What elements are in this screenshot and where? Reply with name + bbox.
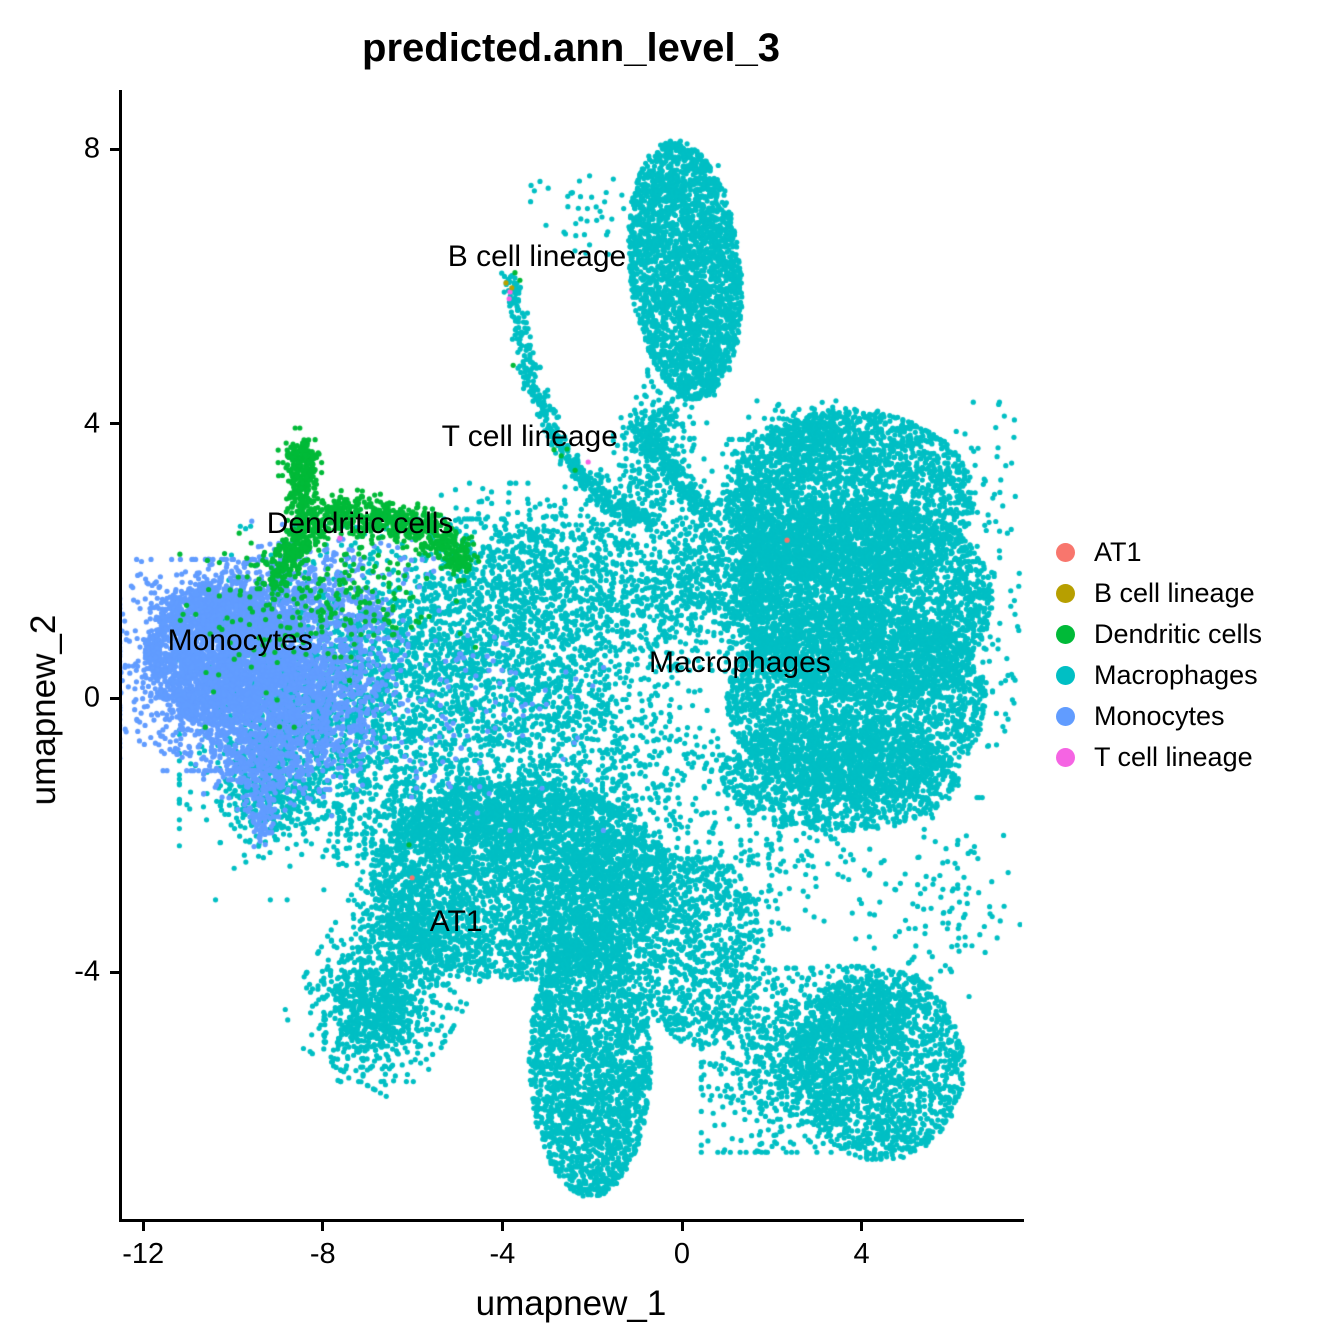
x-axis-line: [119, 1219, 1024, 1222]
x-tick: [500, 1222, 504, 1231]
legend-label: B cell lineage: [1094, 578, 1255, 608]
cluster-label-macrophages: Macrophages: [649, 646, 831, 679]
x-tick-label: -8: [309, 1238, 336, 1270]
legend-item: T cell lineage: [1056, 737, 1262, 778]
cluster-label-dendritic-cells: Dendritic cells: [266, 506, 454, 540]
legend-swatch-icon: [1056, 707, 1075, 726]
legend-label: Monocytes: [1094, 701, 1225, 731]
legend-swatch-icon: [1056, 748, 1075, 767]
x-tick-label: -4: [489, 1238, 516, 1270]
y-axis-label: umapnew_2: [24, 614, 63, 806]
y-tick: [110, 147, 119, 151]
x-tick-label: -12: [122, 1238, 165, 1270]
x-tick-label: 0: [673, 1238, 691, 1270]
y-tick-label: 4: [83, 407, 100, 440]
legend-label: AT1: [1094, 537, 1142, 567]
legend-label: Macrophages: [1094, 660, 1258, 690]
y-tick: [110, 970, 119, 974]
legend: AT1 B cell lineage Dendritic cells Macropha…: [1056, 532, 1262, 778]
y-tick: [110, 422, 119, 426]
cluster-label-monocytes: Monocytes: [167, 624, 313, 658]
legend-label: T cell lineage: [1094, 742, 1253, 772]
cluster-label-at1: AT1: [429, 905, 483, 939]
y-tick-label: -4: [74, 955, 100, 988]
legend-item: Macrophages: [1056, 655, 1262, 696]
x-tick: [141, 1222, 145, 1231]
x-tick: [860, 1222, 864, 1231]
legend-swatch-icon: [1056, 543, 1075, 562]
legend-item: AT1: [1056, 532, 1262, 573]
legend-item: Dendritic cells: [1056, 614, 1262, 655]
legend-item: Monocytes: [1056, 696, 1262, 737]
cluster-label-t-cell-lineage: T cell lineage: [441, 420, 618, 454]
x-tick: [321, 1222, 325, 1231]
legend-label: Dendritic cells: [1094, 619, 1263, 649]
y-tick: [110, 696, 119, 700]
x-axis-label: umapnew_1: [475, 1284, 667, 1323]
y-axis-line: [119, 90, 122, 1222]
x-tick-label: 4: [853, 1238, 870, 1270]
y-tick-label: 0: [83, 681, 100, 714]
legend-swatch-icon: [1056, 666, 1075, 685]
y-tick-label: 8: [83, 132, 100, 165]
cluster-label-b-cell-lineage: B cell lineage: [447, 239, 627, 273]
legend-swatch-icon: [1056, 584, 1075, 603]
x-tick: [680, 1222, 684, 1231]
legend-swatch-icon: [1056, 625, 1075, 644]
legend-item: B cell lineage: [1056, 573, 1262, 614]
page-title: predicted.ann_level_3: [362, 26, 780, 70]
